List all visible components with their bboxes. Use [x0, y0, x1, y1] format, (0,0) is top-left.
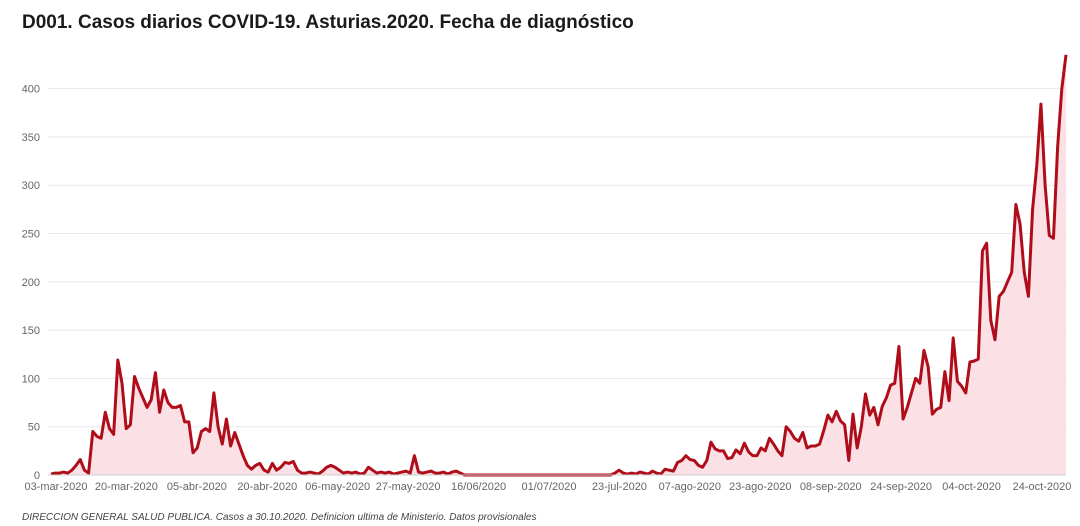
x-tick-label: 24-oct-2020: [1013, 481, 1072, 493]
x-axis-labels: 03-mar-2020 20-mar-2020 05-abr-2020 20-abr-…: [25, 481, 1072, 493]
x-tick-label: 24-sep-2020: [870, 481, 932, 493]
y-tick-label: 50: [28, 422, 40, 434]
y-tick-label: 300: [22, 180, 40, 192]
x-tick-label: 05-abr-2020: [167, 481, 227, 493]
y-tick-label: 350: [22, 132, 40, 144]
x-tick-label: 07-ago-2020: [659, 481, 721, 493]
cases-area: [51, 54, 1066, 475]
source-note: DIRECCION GENERAL SALUD PUBLICA. Casos a…: [22, 512, 537, 523]
y-tick-label: 400: [22, 84, 40, 96]
y-tick-label: 100: [22, 373, 40, 385]
x-tick-label: 23-jul-2020: [592, 481, 647, 493]
y-tick-label: 0: [34, 470, 40, 482]
grid-lines: [48, 88, 1066, 428]
chart-title: D001. Casos diarios COVID-19. Asturias.2…: [22, 12, 634, 33]
x-tick-label: 23-ago-2020: [729, 481, 791, 493]
x-tick-label: 04-oct-2020: [942, 481, 1001, 493]
y-tick-label: 200: [22, 277, 40, 289]
x-tick-label: 27-may-2020: [376, 481, 441, 493]
x-tick-label: 03-mar-2020: [25, 481, 88, 493]
x-tick-label: 20-abr-2020: [237, 481, 297, 493]
x-tick-label: 01/07/2020: [521, 481, 576, 493]
y-tick-label: 150: [22, 325, 40, 337]
y-axis-labels: 0 50 100 150 200 250 300 350 400: [22, 84, 40, 482]
y-tick-label: 250: [22, 229, 40, 241]
x-tick-label: 08-sep-2020: [800, 481, 862, 493]
x-tick-label: 16/06/2020: [451, 481, 506, 493]
x-tick-label: 20-mar-2020: [95, 481, 158, 493]
x-tick-label: 06-may-2020: [305, 481, 370, 493]
